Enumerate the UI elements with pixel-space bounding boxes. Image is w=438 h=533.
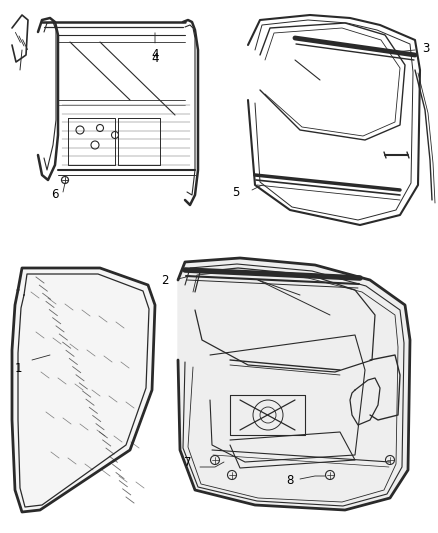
- Text: 3: 3: [422, 42, 429, 54]
- Polygon shape: [178, 258, 410, 510]
- Text: 1: 1: [14, 361, 22, 375]
- Text: 6: 6: [51, 189, 59, 201]
- Text: 4: 4: [151, 33, 159, 61]
- Polygon shape: [12, 268, 155, 512]
- Text: 4: 4: [151, 52, 159, 64]
- Text: 2: 2: [161, 273, 169, 287]
- Text: 5: 5: [232, 187, 240, 199]
- Text: 7: 7: [184, 456, 192, 469]
- Text: 8: 8: [286, 473, 294, 487]
